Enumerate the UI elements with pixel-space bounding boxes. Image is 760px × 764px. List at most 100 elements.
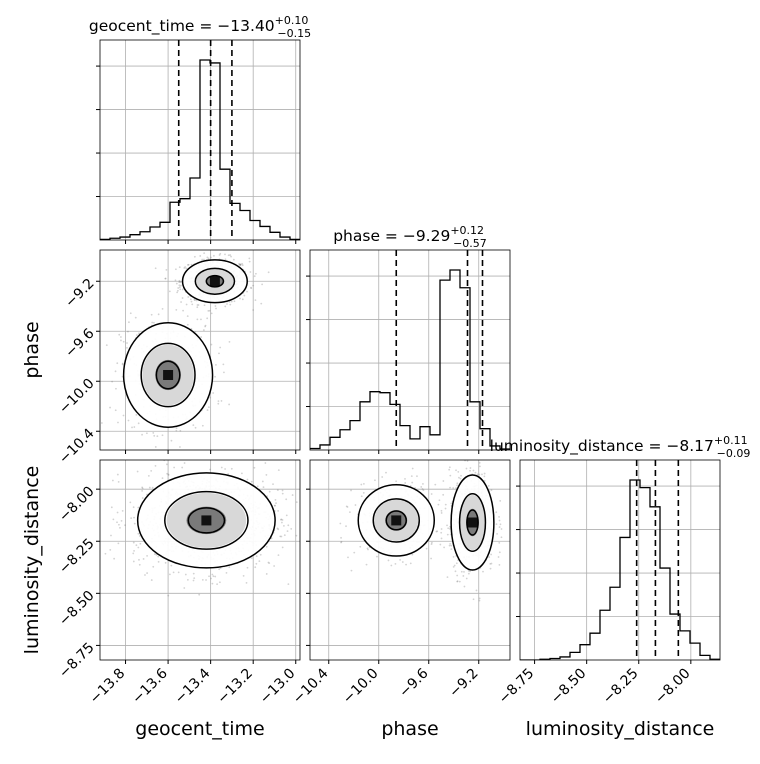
scatter-point xyxy=(207,244,209,246)
scatter-point xyxy=(215,307,217,310)
scatter-point xyxy=(161,477,164,480)
scatter-point xyxy=(109,406,111,409)
scatter-point xyxy=(436,530,439,533)
density-peak xyxy=(209,276,220,287)
scatter-point xyxy=(241,298,244,301)
scatter-point xyxy=(452,565,455,568)
scatter-point xyxy=(170,564,173,567)
scatter-point xyxy=(481,473,483,476)
hist-bar xyxy=(690,643,700,660)
y-axis-label-phase: phase xyxy=(21,321,43,378)
scatter-point xyxy=(450,544,453,547)
scatter-point xyxy=(211,582,214,585)
scatter-point xyxy=(490,562,493,565)
scatter-point xyxy=(230,467,233,470)
scatter-point xyxy=(280,535,283,538)
scatter-point xyxy=(154,464,157,467)
hist-bar xyxy=(380,393,390,450)
scatter-point xyxy=(387,559,390,562)
scatter-point xyxy=(440,512,443,514)
scatter-point xyxy=(184,573,187,576)
scatter-point xyxy=(395,480,398,483)
scatter-point xyxy=(437,503,440,506)
scatter-point xyxy=(276,489,279,492)
scatter-point xyxy=(459,477,462,480)
scatter-point xyxy=(443,546,445,549)
scatter-point xyxy=(164,277,167,280)
hist-bar xyxy=(370,392,380,450)
scatter-point xyxy=(118,523,120,526)
scatter-point xyxy=(239,263,242,266)
scatter-point xyxy=(241,262,244,265)
scatter-point xyxy=(151,321,154,324)
scatter-point xyxy=(478,597,481,600)
scatter-point xyxy=(138,558,140,561)
scatter-point xyxy=(189,298,192,301)
y-tick-label: −8.50 xyxy=(56,588,98,630)
scatter-point xyxy=(467,457,469,459)
scatter-point xyxy=(275,502,277,505)
scatter-point xyxy=(208,575,210,578)
scatter-point xyxy=(304,538,306,540)
hist-bar xyxy=(140,232,150,240)
scatter-point xyxy=(498,526,501,528)
scatter-point xyxy=(238,263,241,266)
x-tick-label: −9.2 xyxy=(446,666,481,701)
scatter-point xyxy=(250,286,252,289)
scatter-point xyxy=(206,317,209,320)
scatter-point xyxy=(216,455,218,457)
scatter-point xyxy=(168,290,171,293)
scatter-point xyxy=(122,414,125,417)
scatter-point xyxy=(179,281,181,283)
scatter-point xyxy=(210,312,213,315)
hist-bar xyxy=(600,610,610,660)
scatter-point xyxy=(105,344,108,347)
scatter-point xyxy=(498,516,500,518)
scatter-point xyxy=(449,527,451,530)
scatter-point xyxy=(204,324,207,327)
scatter-point xyxy=(127,419,130,422)
axes-frame xyxy=(519,459,721,661)
scatter-point xyxy=(141,486,144,489)
scatter-point xyxy=(430,493,433,495)
scatter-point xyxy=(359,545,362,548)
hist-bar xyxy=(130,235,140,240)
scatter-point xyxy=(187,296,190,298)
scatter-point xyxy=(420,486,423,488)
scatter-point xyxy=(434,483,437,486)
contour-line-middle xyxy=(140,342,196,408)
hist-title: geocent_time = −13.40+0.10 −0.15 xyxy=(89,14,311,40)
scatter-point xyxy=(186,323,189,326)
scatter-point xyxy=(79,370,81,372)
scatter-point xyxy=(281,519,284,521)
contour-line-outer xyxy=(122,322,214,428)
scatter-point xyxy=(287,583,290,586)
scatter-point xyxy=(110,506,113,509)
scatter-point xyxy=(193,577,196,580)
scatter-point xyxy=(277,554,280,557)
scatter-point xyxy=(458,580,461,583)
scatter-point xyxy=(448,466,451,469)
scatter-point xyxy=(469,570,471,573)
scatter-point xyxy=(256,485,259,488)
scatter-point xyxy=(283,534,286,537)
scatter-point xyxy=(116,521,118,524)
scatter-point xyxy=(455,562,458,565)
scatter-point xyxy=(167,474,170,476)
scatter-point xyxy=(173,466,176,469)
scatter-point xyxy=(455,487,457,489)
scatter-point xyxy=(281,492,284,495)
scatter-point xyxy=(116,362,119,365)
hist-bar xyxy=(200,60,210,240)
scatter-point xyxy=(252,309,255,311)
scatter-point xyxy=(147,474,150,477)
scatter-point xyxy=(228,566,231,569)
scatter-point xyxy=(175,427,178,430)
scatter-point xyxy=(340,540,343,543)
scatter-point xyxy=(138,563,141,566)
scatter-point xyxy=(156,461,158,463)
scatter-point xyxy=(385,471,387,474)
scatter-point xyxy=(195,299,198,302)
scatter-point xyxy=(180,284,182,287)
scatter-point xyxy=(219,252,222,255)
